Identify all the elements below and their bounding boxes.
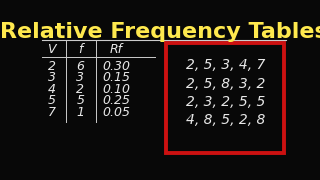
Text: Rf: Rf	[109, 43, 123, 56]
Text: 5: 5	[76, 94, 84, 107]
Text: 0.05: 0.05	[102, 106, 130, 119]
Bar	[166, 43, 284, 153]
Text: 1: 1	[76, 106, 84, 119]
Text: 7: 7	[48, 106, 56, 119]
Text: V: V	[47, 43, 56, 56]
Text: 3: 3	[48, 71, 56, 84]
Text: 2: 2	[76, 83, 84, 96]
Text: 0.15: 0.15	[102, 71, 130, 84]
Text: 2, 5, 3, 4, 7: 2, 5, 3, 4, 7	[186, 58, 265, 73]
Text: 2, 5, 8, 3, 2: 2, 5, 8, 3, 2	[186, 77, 265, 91]
Text: 4: 4	[48, 83, 56, 96]
Text: 4, 8, 5, 2, 8: 4, 8, 5, 2, 8	[186, 113, 265, 127]
Text: 0.30: 0.30	[102, 60, 130, 73]
Text: 5: 5	[48, 94, 56, 107]
Text: 3: 3	[76, 71, 84, 84]
Text: f: f	[78, 43, 83, 56]
Text: 0.10: 0.10	[102, 83, 130, 96]
Text: 6: 6	[76, 60, 84, 73]
Text: 0.25: 0.25	[102, 94, 130, 107]
Text: 2, 3, 2, 5, 5: 2, 3, 2, 5, 5	[186, 95, 265, 109]
Text: Relative Frequency Tables: Relative Frequency Tables	[0, 22, 320, 42]
Text: 2: 2	[48, 60, 56, 73]
